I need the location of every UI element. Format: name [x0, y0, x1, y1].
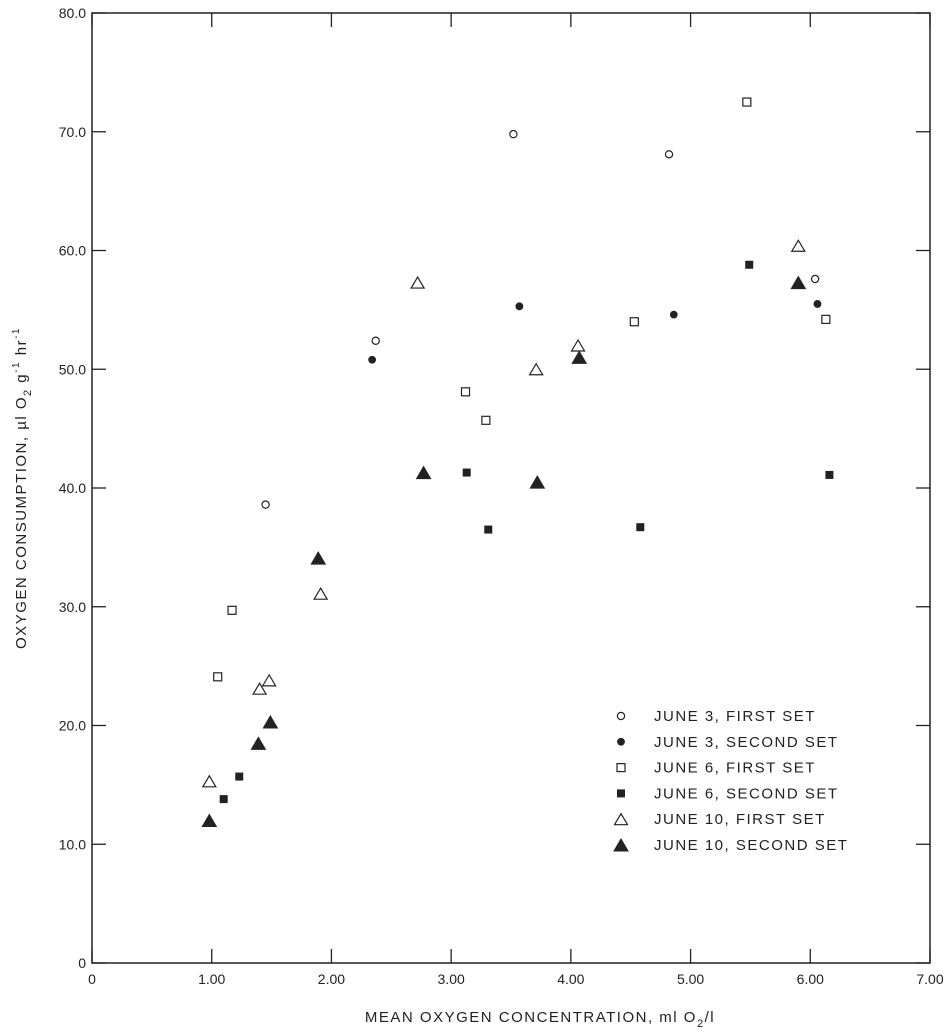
- data-point-series-3: [460, 387, 471, 397]
- legend-marker-series-6: [613, 838, 629, 852]
- data-point-series-5: [261, 673, 277, 687]
- legend-marker-series-1: [616, 711, 626, 721]
- data-point-series-5: [528, 362, 544, 376]
- x-tick-label: 6.00: [797, 971, 824, 987]
- data-point-series-5: [313, 587, 329, 600]
- legend-marker-series-4: [617, 789, 625, 798]
- data-point-series-6: [529, 475, 546, 489]
- y-axis-label-subscript: 2: [22, 388, 34, 396]
- axis-ticks: [91, 12, 931, 964]
- data-point-series-4: [636, 523, 645, 532]
- data-point-series-5: [570, 338, 586, 352]
- y-tick-labels: 0 10.0 20.0 30.0 40.0 50.0 60.0 70.0 80.0: [59, 5, 86, 971]
- legend-marker-series-2: [617, 737, 625, 746]
- y-tick-label: 70.0: [59, 124, 86, 140]
- y-axis-label-g: g: [13, 373, 30, 389]
- y-tick-label: 30.0: [59, 599, 86, 615]
- data-point-series-6: [790, 275, 807, 290]
- data-point-series-3: [821, 314, 831, 324]
- data-point-series-6: [262, 714, 279, 729]
- legend-label-series-3: JUNE 6, FIRST SET: [654, 760, 816, 777]
- y-axis-label-sup1: -1: [11, 361, 22, 373]
- data-point-series-4: [825, 470, 834, 479]
- data-point-series-2: [368, 355, 377, 364]
- x-tick-label: 5.00: [677, 971, 704, 987]
- data-point-series-4: [484, 525, 493, 534]
- legend-marker-series-5: [613, 812, 629, 826]
- data-points: [201, 97, 834, 827]
- legend-label-series-1: JUNE 3, FIRST SET: [654, 708, 816, 725]
- x-axis-label: MEAN OXYGEN CONCENTRATION, ml O2/l: [365, 1009, 715, 1030]
- data-point-series-1: [810, 274, 820, 284]
- y-tick-label: 60.0: [59, 243, 86, 259]
- y-axis-label: OXYGEN CONSUMPTION, µl O2 g-1 hr-1: [11, 327, 34, 649]
- legend-label-series-2: JUNE 3, SECOND SET: [654, 734, 839, 751]
- data-point-series-2: [515, 302, 524, 311]
- legend-label-series-6: JUNE 10, SECOND SET: [654, 837, 848, 854]
- data-point-series-6: [571, 350, 588, 364]
- y-tick-label: 20.0: [59, 718, 86, 734]
- x-tick-label: 1.00: [198, 971, 225, 987]
- data-point-series-1: [261, 500, 270, 509]
- data-point-series-3: [629, 317, 639, 327]
- y-axis-label-sup2: -1: [11, 327, 22, 339]
- y-tick-label: 80.0: [59, 5, 86, 21]
- y-tick-label: 40.0: [59, 480, 86, 496]
- legend: JUNE 3, FIRST SET JUNE 3, SECOND SET JUNE …: [613, 708, 848, 854]
- data-point-series-2: [669, 310, 678, 319]
- data-point-series-5: [410, 275, 426, 289]
- x-axis-label-subscript: 2: [697, 1018, 705, 1030]
- data-point-series-1: [509, 129, 518, 139]
- data-point-series-6: [310, 551, 327, 565]
- y-tick-label: 0: [78, 955, 86, 971]
- x-tick-labels: 0 1.00 2.00 3.00 4.00 5.00 6.00 7.00: [88, 971, 944, 987]
- data-point-series-6: [250, 736, 267, 750]
- data-point-series-6: [201, 813, 218, 827]
- data-point-series-1: [664, 150, 674, 159]
- data-point-series-5: [252, 682, 268, 695]
- data-point-series-3: [481, 415, 491, 425]
- legend-marker-series-3: [616, 762, 626, 773]
- data-point-series-5: [201, 774, 217, 788]
- data-point-series-4: [235, 772, 244, 781]
- x-axis-label-tail: /l: [705, 1009, 716, 1026]
- data-point-series-3: [213, 672, 223, 682]
- y-tick-label: 50.0: [59, 361, 86, 377]
- x-tick-label: 2.00: [318, 971, 345, 987]
- x-tick-label: 7.00: [916, 971, 943, 987]
- x-tick-label: 0: [88, 971, 96, 987]
- data-point-series-6: [415, 465, 432, 480]
- data-point-series-5: [790, 239, 806, 252]
- x-tick-label: 3.00: [438, 971, 465, 987]
- legend-label-series-5: JUNE 10, FIRST SET: [654, 811, 826, 828]
- data-point-series-4: [462, 468, 471, 477]
- data-point-series-3: [227, 605, 237, 615]
- data-point-series-3: [742, 97, 752, 107]
- data-point-series-4: [219, 795, 228, 804]
- data-point-series-1: [371, 336, 380, 345]
- y-axis-label-hr: hr: [13, 339, 30, 361]
- legend-label-series-4: JUNE 6, SECOND SET: [654, 785, 839, 802]
- data-point-series-4: [745, 260, 754, 269]
- y-tick-label: 10.0: [59, 836, 86, 852]
- data-point-series-2: [813, 300, 822, 308]
- x-tick-label: 4.00: [557, 971, 584, 987]
